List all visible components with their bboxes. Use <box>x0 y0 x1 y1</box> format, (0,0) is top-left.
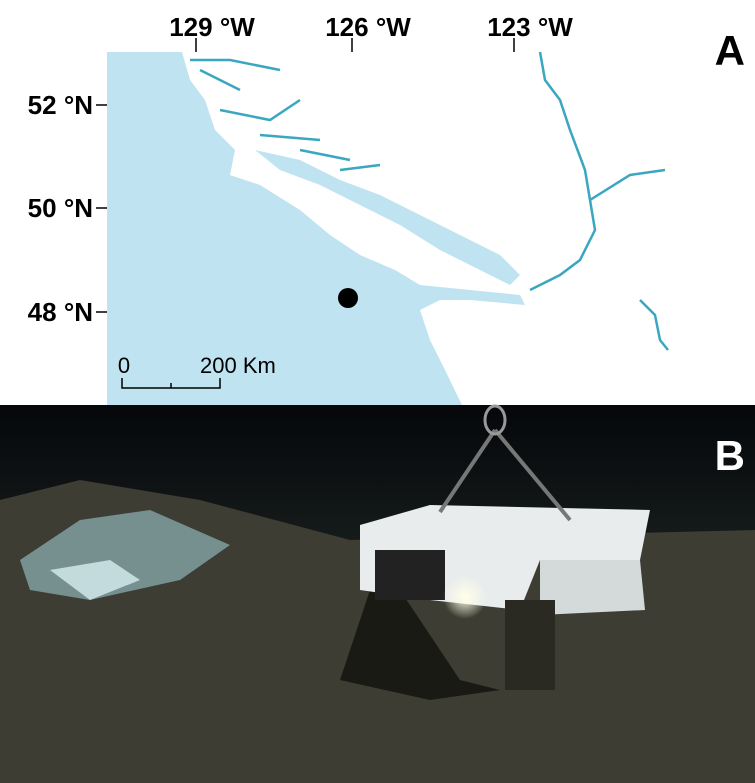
crawler-side <box>540 560 645 615</box>
crawler-track <box>505 600 555 690</box>
map-panel: 129 °W 126 °W 123 °W 52 °N 50 °N 48 °N 0… <box>28 12 745 405</box>
lat-label: 52 °N <box>28 90 93 120</box>
photo-panel: B <box>0 405 755 783</box>
lat-label: 48 °N <box>28 297 93 327</box>
panel-label: B <box>715 432 745 479</box>
scale-end: 200 Km <box>200 353 276 378</box>
lon-label: 126 °W <box>325 12 411 42</box>
river <box>530 52 668 350</box>
light <box>443 575 487 619</box>
lon-label: 129 °W <box>169 12 255 42</box>
scale-start: 0 <box>118 353 130 378</box>
figure: 129 °W 126 °W 123 °W 52 °N 50 °N 48 °N 0… <box>0 0 755 783</box>
instrument <box>375 550 445 600</box>
site-marker <box>338 288 358 308</box>
lat-label: 50 °N <box>28 193 93 223</box>
panel-label: A <box>715 27 745 74</box>
lon-label: 123 °W <box>487 12 573 42</box>
